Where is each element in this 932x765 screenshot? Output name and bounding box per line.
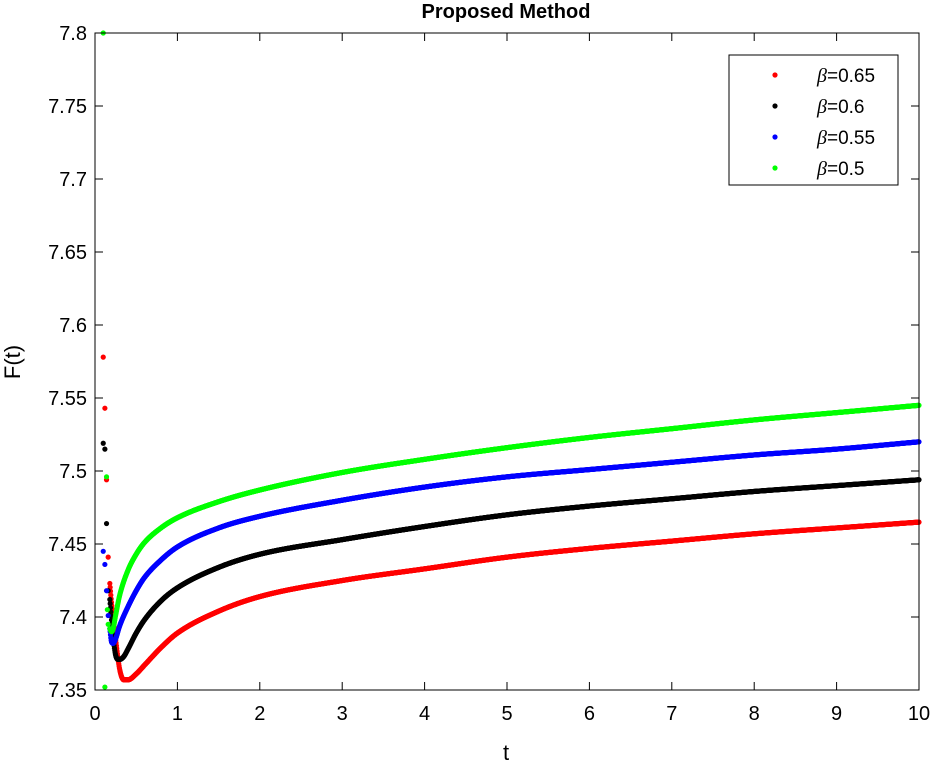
data-point: [102, 561, 108, 568]
data-point: [100, 440, 106, 446]
data-point: [102, 446, 108, 452]
data-point: [100, 548, 106, 554]
data-point: [107, 580, 113, 587]
data-point: [105, 554, 111, 560]
series-0: [100, 354, 922, 683]
data-point: [100, 354, 106, 360]
data-point: [105, 612, 111, 619]
series-layer: [100, 30, 922, 690]
data-point: [108, 592, 114, 598]
data-point: [102, 405, 108, 411]
data-point: [103, 588, 110, 594]
data-point: [103, 520, 110, 527]
chart-title: Proposed Method: [422, 1, 591, 23]
